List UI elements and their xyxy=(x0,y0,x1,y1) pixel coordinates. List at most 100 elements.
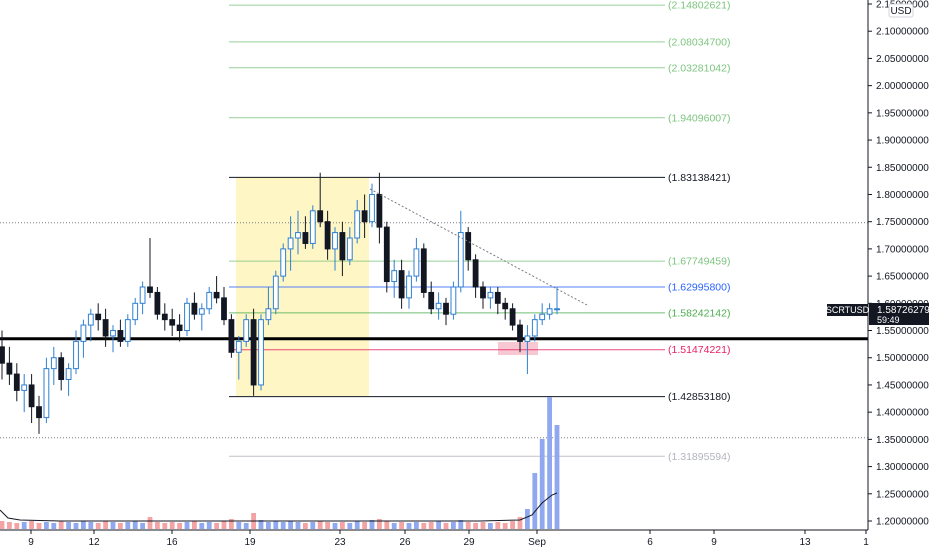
candle-body xyxy=(58,357,65,381)
candle xyxy=(6,346,13,385)
fib-level-label: (1.83138421) xyxy=(668,172,730,184)
candle xyxy=(398,259,405,309)
volume-bar xyxy=(369,520,375,529)
volume-bar xyxy=(399,522,404,529)
volume-bar xyxy=(502,523,508,529)
candle xyxy=(295,210,301,255)
candle xyxy=(554,286,560,315)
candle-body xyxy=(369,193,375,223)
currency-badge[interactable]: USD xyxy=(888,3,914,18)
volume-bar xyxy=(532,473,538,529)
price-tick-label: 1.75000000 xyxy=(876,217,929,228)
volume-bar xyxy=(110,522,116,529)
date-tick-label: 19 xyxy=(244,537,256,548)
volume-bar xyxy=(192,521,197,529)
volume-bar xyxy=(51,523,57,529)
candle xyxy=(191,292,198,320)
candle-body xyxy=(13,373,20,391)
candle-body xyxy=(435,302,442,310)
candle xyxy=(198,303,205,331)
candle-body xyxy=(428,291,435,310)
volume-bar xyxy=(132,521,138,529)
volume-bar xyxy=(384,521,390,529)
candle xyxy=(487,286,494,309)
candle-body xyxy=(317,210,324,223)
date-tick-label: 23 xyxy=(334,537,346,548)
volume-bar xyxy=(332,523,338,529)
candle-body xyxy=(147,286,153,293)
date-tick-label: 6 xyxy=(647,537,653,548)
volume-bar xyxy=(95,523,101,529)
candle xyxy=(280,243,287,282)
fib-level-label: (1.42853180) xyxy=(668,391,730,403)
candle xyxy=(546,303,553,320)
date-tick-label: 29 xyxy=(463,537,475,548)
candle-body xyxy=(124,319,131,342)
candle xyxy=(302,216,309,249)
candle-body xyxy=(73,340,79,370)
candle-body xyxy=(0,346,5,364)
candle-body xyxy=(517,324,523,342)
candle-body xyxy=(36,406,42,419)
candle-body xyxy=(95,313,102,321)
volume-bar xyxy=(177,523,182,529)
volume-bar xyxy=(214,523,219,529)
volume-bar xyxy=(488,523,493,529)
candle xyxy=(36,395,42,434)
candle-body xyxy=(457,232,464,288)
candle-body xyxy=(80,324,87,342)
fib-level-label: (1.58242142) xyxy=(668,307,730,319)
candle-body xyxy=(28,384,35,408)
candle-body xyxy=(287,237,294,250)
candle-body xyxy=(161,313,168,321)
time-axis[interactable]: 9 12 16 19 23 26 29 Sep 6 9 13 1 xyxy=(0,529,869,550)
date-tick-label: 1 xyxy=(863,537,869,548)
candle xyxy=(428,281,435,315)
candle xyxy=(243,314,250,347)
current-price-label: 1.58726279 xyxy=(877,305,930,316)
date-tick-label: 9 xyxy=(711,537,717,548)
candle xyxy=(117,319,124,347)
volume-bar xyxy=(295,522,301,529)
volume-bar xyxy=(443,523,449,529)
volume-bar xyxy=(273,521,279,529)
price-tick-label: 2.05000000 xyxy=(876,54,929,65)
volume-moving-average xyxy=(0,492,558,522)
candle xyxy=(161,303,168,331)
volume-bar xyxy=(73,523,79,529)
candle-body xyxy=(443,302,449,315)
candle xyxy=(539,303,546,326)
trendline[interactable] xyxy=(369,188,588,306)
price-tick-label: 1.90000000 xyxy=(876,136,929,147)
volume-bar xyxy=(465,522,471,529)
candle-body xyxy=(154,291,161,315)
price-tick-label: 1.80000000 xyxy=(876,190,929,201)
price-tick-label: 2.00000000 xyxy=(876,81,929,92)
fib-level-label: (2.03281042) xyxy=(668,62,730,74)
candle xyxy=(443,297,449,326)
candle xyxy=(21,374,28,413)
candle-body xyxy=(102,319,109,337)
volume-bar xyxy=(414,522,419,529)
volume-bar xyxy=(88,522,94,529)
candle-body xyxy=(450,286,457,315)
candle xyxy=(235,335,242,380)
candle xyxy=(258,314,264,391)
countdown-label: 59:49 xyxy=(877,315,900,325)
candle-body xyxy=(213,291,220,299)
candle-body xyxy=(280,248,287,277)
candle xyxy=(206,286,213,315)
price-tick-label: 1.85000000 xyxy=(876,163,929,174)
price-axis[interactable]: 2.150000002.100000002.050000002.00000000… xyxy=(826,0,932,550)
candle xyxy=(531,314,538,342)
volume-bar xyxy=(525,509,530,529)
candle xyxy=(413,238,420,282)
volume-bar xyxy=(236,522,242,529)
candle-body xyxy=(346,237,353,261)
volume-bar xyxy=(81,521,86,529)
background-layer xyxy=(236,177,538,396)
candle xyxy=(317,172,324,228)
date-tick-label: Sep xyxy=(528,537,546,548)
candle xyxy=(213,276,220,304)
